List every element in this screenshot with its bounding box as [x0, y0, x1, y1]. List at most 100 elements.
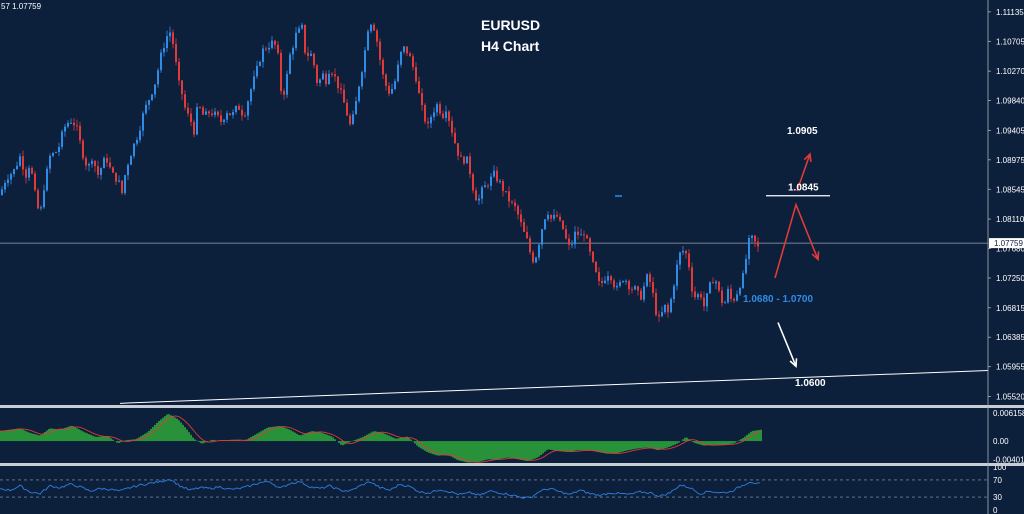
candle [346, 98, 348, 116]
candle [532, 249, 534, 264]
candle-body [325, 73, 327, 85]
candle-body [16, 165, 18, 170]
candle [487, 183, 489, 189]
candle-body [238, 105, 240, 110]
candle [394, 78, 396, 91]
candle [88, 162, 90, 172]
price-panel: 1.0905 1.0845 1.0680 - 1.0700 1.0600 [0, 22, 989, 404]
candle [517, 204, 519, 220]
candle-body [367, 31, 369, 51]
candle [202, 105, 204, 115]
candle-body [712, 282, 714, 284]
candle-body [748, 237, 750, 259]
candle [430, 114, 432, 129]
candle [133, 143, 135, 159]
candle [127, 163, 129, 181]
candle-body [730, 288, 732, 299]
candle [244, 112, 246, 118]
candle [730, 284, 732, 303]
candle-body [661, 312, 663, 317]
candle [115, 172, 117, 185]
candle-body [469, 156, 471, 175]
candle [556, 211, 558, 218]
candle [709, 281, 711, 295]
candle-body [697, 294, 699, 298]
scenario-arrow-line [774, 202, 819, 279]
candle [583, 230, 585, 242]
candle-body [475, 190, 477, 201]
scenario-arrow-head [789, 358, 798, 369]
candle-body [736, 294, 738, 301]
y-tick-label: 1.08975 [996, 156, 1024, 165]
candle-body [448, 111, 450, 121]
chart-title: EURUSD [481, 17, 540, 33]
candle-body [508, 191, 510, 202]
candle-body [118, 180, 120, 182]
candle-body [550, 214, 552, 219]
candle [208, 110, 210, 118]
y-tick-label: 1.09405 [996, 126, 1024, 135]
candle [340, 83, 342, 95]
candle [559, 213, 561, 223]
candle-body [682, 250, 684, 253]
candle [607, 271, 609, 285]
candle-body [562, 220, 564, 230]
candle [52, 152, 54, 158]
candle [481, 185, 483, 205]
candle-body [373, 24, 375, 31]
candle [670, 297, 672, 314]
candle-body [706, 293, 708, 307]
candle-body [388, 85, 390, 94]
candle-body [577, 231, 579, 235]
candle-body [724, 302, 726, 304]
candle-body [112, 167, 114, 173]
y-tick-label: 1.08110 [996, 215, 1024, 224]
candle [337, 76, 339, 94]
candle [508, 186, 510, 208]
y-tick-label: 1.05955 [996, 363, 1024, 372]
candle-body [196, 107, 198, 135]
candle-body [271, 40, 273, 48]
candle [751, 234, 753, 243]
candle [682, 245, 684, 256]
candle-body [127, 164, 129, 176]
current-price-label: 1.07759 [994, 239, 1023, 248]
rsi-y-tick-label: 100 [993, 463, 1007, 472]
candle-body [727, 288, 729, 303]
candle [31, 166, 33, 175]
candle-body [82, 140, 84, 159]
candle-body [370, 24, 372, 32]
candle [157, 67, 159, 88]
candle-body [490, 176, 492, 186]
candle [331, 71, 333, 77]
candle [625, 279, 627, 285]
candle-body [148, 100, 150, 105]
candle [586, 233, 588, 239]
rsi-y-tick-label: 70 [993, 476, 1002, 485]
candle [616, 282, 618, 291]
candle-body [649, 274, 651, 283]
candle [637, 285, 639, 296]
candle-body [613, 280, 615, 288]
candle [520, 209, 522, 227]
candle-body [151, 94, 153, 101]
candle [553, 209, 555, 222]
y-tick-label: 1.09840 [996, 97, 1024, 106]
candle-body [532, 252, 534, 263]
candle-body [13, 169, 15, 174]
candle-body [670, 298, 672, 313]
candle [169, 26, 171, 42]
candle [415, 62, 417, 84]
candle-body [205, 111, 207, 115]
candle [76, 119, 78, 132]
rsi-panel: 100 70 30 0 [0, 463, 1007, 514]
candle [574, 226, 576, 249]
candle-body [619, 281, 621, 286]
candle-body [307, 52, 309, 56]
candle [274, 39, 276, 50]
candle-body [628, 280, 630, 290]
candle [550, 214, 552, 223]
candle [262, 44, 264, 68]
